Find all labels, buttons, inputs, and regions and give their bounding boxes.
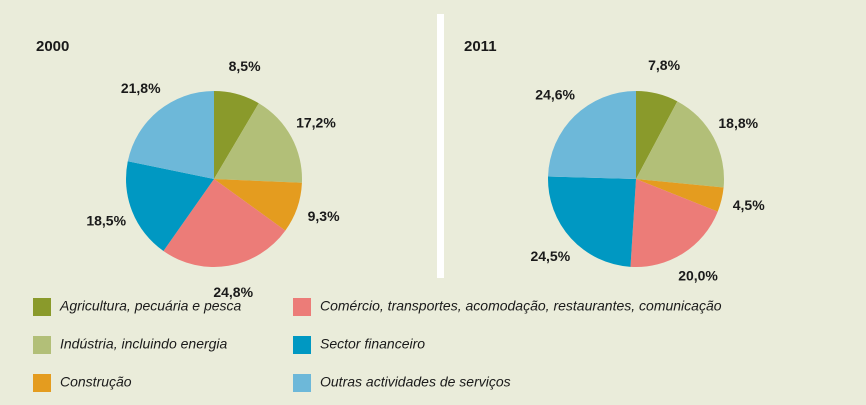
pie-slice xyxy=(636,91,678,179)
data-label: 4,5% xyxy=(733,197,765,213)
data-label: 24,6% xyxy=(535,87,575,103)
pie-slice xyxy=(214,179,302,231)
legend-label: Comércio, transportes, acomodação, resta… xyxy=(320,298,722,314)
chart-title: 2000 xyxy=(36,38,69,55)
chart-title: 2011 xyxy=(464,38,497,55)
data-label: 21,8% xyxy=(121,80,161,96)
legend-swatch xyxy=(293,298,311,316)
pie-slice xyxy=(214,103,302,183)
data-label: 7,8% xyxy=(648,57,680,73)
pie-slice xyxy=(214,91,259,179)
pie-slice xyxy=(636,101,725,188)
pie-slice xyxy=(630,179,718,267)
legend-label: Construção xyxy=(60,374,132,390)
pie-slice xyxy=(163,179,286,267)
legend-label: Indústria, incluindo energia xyxy=(60,336,228,352)
data-label: 17,2% xyxy=(296,114,336,130)
data-label: 8,5% xyxy=(229,58,261,74)
data-label: 18,8% xyxy=(718,115,758,131)
data-label: 24,8% xyxy=(213,284,253,300)
data-label: 20,0% xyxy=(678,268,718,284)
pie-slice xyxy=(125,161,214,252)
pie-slice xyxy=(127,91,214,179)
legend-label: Outras actividades de serviços xyxy=(320,374,511,390)
pie-slice xyxy=(636,179,724,212)
legend-swatch xyxy=(33,298,51,316)
pie-slice xyxy=(548,176,636,267)
data-label: 18,5% xyxy=(86,213,126,229)
legend-swatch xyxy=(33,336,51,354)
divider xyxy=(437,14,444,278)
data-label: 24,5% xyxy=(530,248,570,264)
pie-slice xyxy=(548,91,636,179)
legend-label: Agricultura, pecuária e pesca xyxy=(59,298,242,314)
legend-label: Sector financeiro xyxy=(320,336,425,352)
data-label: 9,3% xyxy=(308,208,340,224)
legend-swatch xyxy=(33,374,51,392)
legend-swatch xyxy=(293,336,311,354)
legend-swatch xyxy=(293,374,311,392)
